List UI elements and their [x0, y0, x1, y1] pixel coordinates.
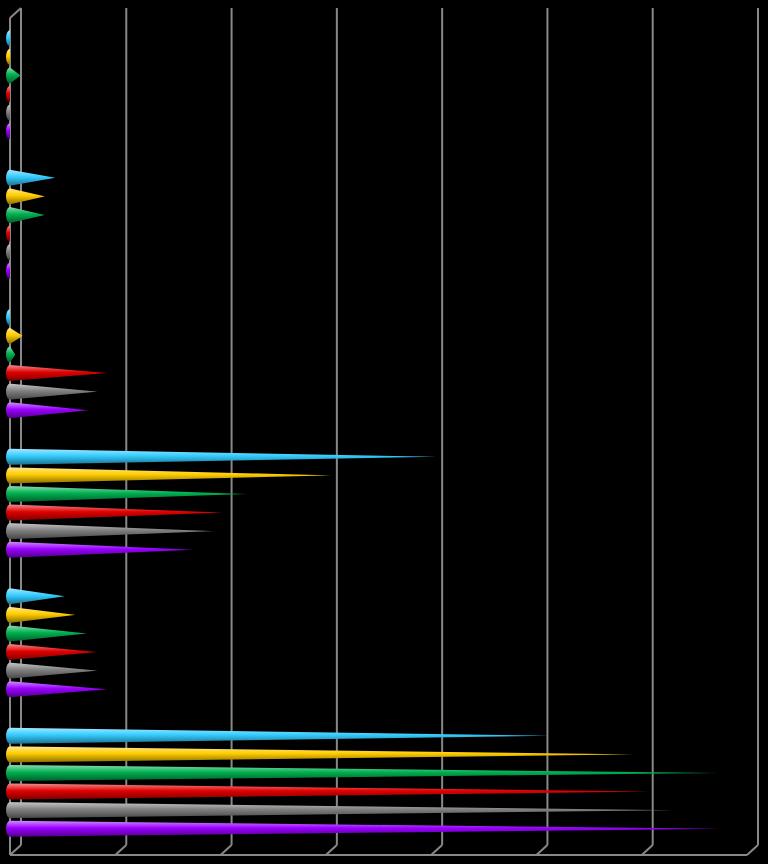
- cone-bar: [6, 262, 10, 279]
- cone-bar: [6, 327, 23, 344]
- cone-bar: [6, 746, 634, 763]
- cone-bar: [6, 48, 10, 65]
- cone-bar: [6, 188, 45, 205]
- cone-bar: [6, 67, 21, 84]
- floor-grid-line: [535, 844, 549, 856]
- cone-bar: [6, 783, 651, 800]
- floor-grid-line: [9, 844, 22, 856]
- cone-bar: [6, 625, 87, 642]
- floor-grid-line: [746, 844, 759, 856]
- floor-grid-line: [430, 844, 443, 856]
- cone-bar: [6, 86, 10, 103]
- cone-bar: [6, 662, 98, 679]
- cone-bar: [6, 346, 16, 363]
- cone-bar: [6, 123, 10, 140]
- cone-bar: [6, 681, 107, 698]
- cone-bar: [6, 206, 45, 223]
- cone-bar: [6, 169, 56, 186]
- cone-bar: [6, 383, 98, 400]
- floor-grid-line: [641, 844, 654, 856]
- cone-bar: [6, 523, 214, 540]
- cone-bar: [6, 820, 720, 837]
- cone-bar: [6, 802, 674, 819]
- cone-bar: [6, 309, 10, 326]
- cone-bar: [6, 365, 107, 382]
- floor-grid-line: [219, 844, 233, 856]
- cone-bar: [6, 727, 550, 744]
- cone-bar: [6, 485, 246, 502]
- floor-grid-line: [325, 844, 338, 856]
- floor-grid-line: [114, 844, 127, 856]
- cone-bar: [6, 30, 10, 47]
- cone-bar: [6, 541, 193, 558]
- cone-bar: [6, 588, 65, 605]
- cone-bar: [6, 104, 10, 121]
- cone-bar: [6, 402, 88, 419]
- cone-bar: [6, 606, 76, 623]
- cone-bar: [6, 764, 718, 781]
- cone-bar: [6, 448, 437, 465]
- cone-bar: [6, 644, 97, 661]
- cone-bar: [6, 504, 223, 521]
- cone-bar: [6, 225, 10, 242]
- cone-bar: [6, 244, 10, 261]
- axis-edge: [9, 7, 22, 19]
- cone-bar: [6, 467, 332, 484]
